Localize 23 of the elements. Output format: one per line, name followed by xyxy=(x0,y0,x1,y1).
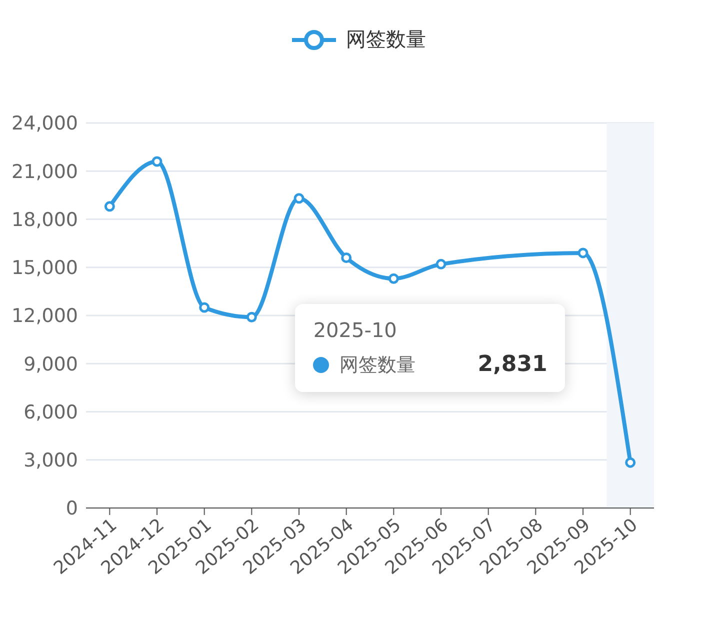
point xyxy=(199,302,210,313)
annotation: 2,831 xyxy=(478,352,548,378)
point xyxy=(152,156,162,167)
y-tick-label: 9,000 xyxy=(24,353,78,376)
point xyxy=(388,273,399,284)
point xyxy=(625,457,636,468)
point xyxy=(294,193,304,204)
legend-label: 网签数量 xyxy=(346,26,426,53)
annotation: 2025-10 xyxy=(313,318,398,342)
point xyxy=(246,312,257,322)
y-tick-label: 12,000 xyxy=(12,305,78,328)
y-tick-label: 0 xyxy=(66,498,78,520)
y-tick-label: 15,000 xyxy=(12,257,78,280)
point xyxy=(341,252,352,263)
y-tick-label: 18,000 xyxy=(12,208,78,231)
point xyxy=(578,248,588,258)
y-tick-label: 3,000 xyxy=(24,450,78,472)
point xyxy=(104,201,115,212)
y-tick-label: 21,000 xyxy=(12,160,78,183)
annotation: 网签数量 xyxy=(339,352,416,378)
y-tick-label: 24,000 xyxy=(12,112,78,135)
point xyxy=(436,258,446,270)
y-tick-label: 6,000 xyxy=(24,401,78,424)
